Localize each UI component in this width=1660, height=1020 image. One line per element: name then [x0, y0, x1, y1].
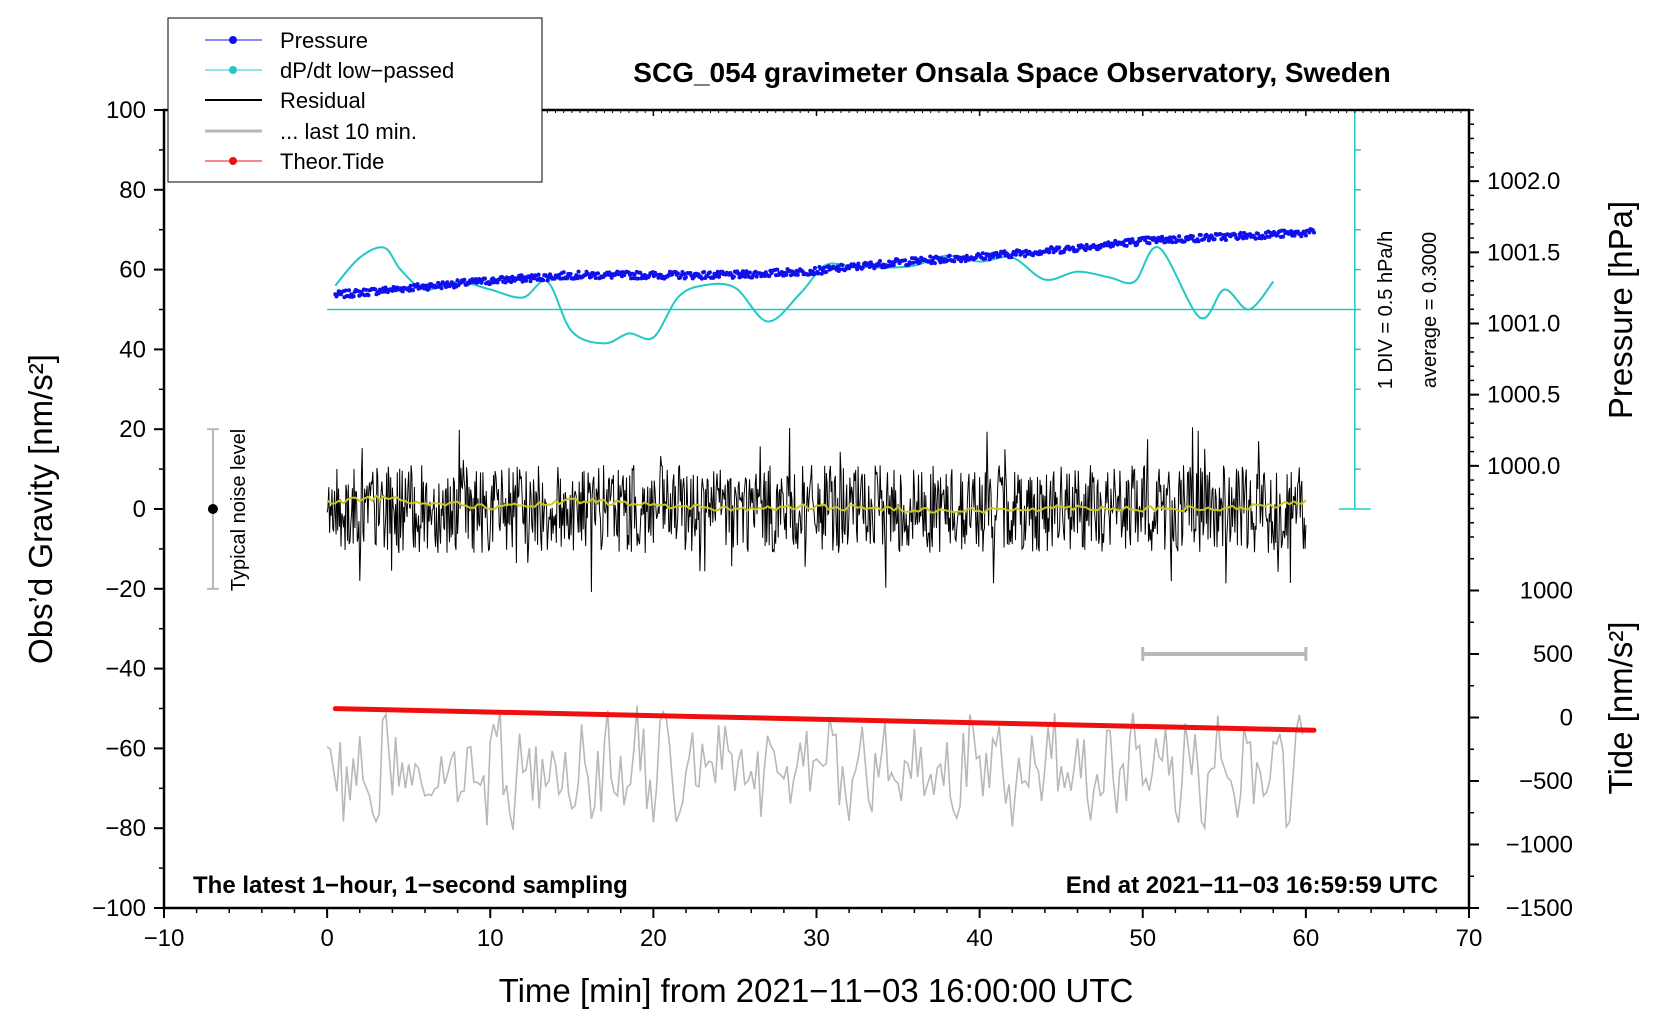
chart-title: SCG_054 gravimeter Onsala Space Observat…	[633, 57, 1390, 88]
y-axis-label-left: Obs’d Gravity [nm/s²]	[22, 354, 59, 664]
pressure-tick-label: 1000.5	[1487, 382, 1560, 409]
legend-label-tide: Theor.Tide	[280, 149, 384, 174]
annotation-layer	[206, 109, 1371, 661]
pressure-tick-label: 1001.0	[1487, 311, 1560, 338]
pressure-tick-label: 1001.5	[1487, 239, 1560, 266]
x-axis-label: Time [min] from 2021−11−03 16:00:00 UTC	[499, 972, 1134, 1009]
noise-level-label: Typical noise level	[228, 429, 250, 591]
y-tick-label: 40	[119, 336, 146, 363]
legend: Pressure dP/dt low−passed Residual ... l…	[167, 17, 543, 183]
bottom-right-note: End at 2021−11−03 16:59:59 UTC	[1066, 872, 1438, 899]
y-tick-label: −20	[105, 576, 146, 603]
legend-marker-pressure	[229, 36, 237, 44]
y-tick-label: 80	[119, 177, 146, 204]
average-label: average = 0.3000	[1419, 232, 1441, 388]
y-tick-label: 0	[133, 496, 146, 523]
last10-line	[326, 705, 1304, 832]
tide-line	[332, 706, 1317, 733]
pressure-tick-label: 1002.0	[1487, 168, 1560, 195]
y-tick-label: −80	[105, 815, 146, 842]
series-layer	[326, 227, 1355, 832]
div-label: 1 DIV = 0.5 hPa/h	[1375, 231, 1397, 389]
tide-tick-label: 1000	[1520, 578, 1573, 605]
y-tick-label: 20	[119, 416, 146, 443]
legend-label-residual: Residual	[280, 88, 366, 113]
tide-tick-label: −500	[1519, 768, 1573, 795]
legend-label-last10: ... last 10 min.	[280, 119, 417, 144]
legend-marker-dpdt	[229, 66, 237, 74]
legend-label-pressure: Pressure	[280, 28, 368, 53]
x-tick-label: 10	[477, 925, 504, 952]
x-tick-label: 70	[1456, 925, 1483, 952]
tide-tick-label: −1500	[1506, 895, 1573, 922]
y-tick-label: 60	[119, 257, 146, 284]
tide-axis-label: Tide [nm/s²]	[1602, 622, 1639, 795]
y-tick-label: −100	[92, 895, 146, 922]
pressure-line	[333, 227, 1316, 300]
x-tick-label: 50	[1129, 925, 1156, 952]
axes-layer: −10 0 10 20 30 40 50 60 70−100−80−60−40−20020406…	[92, 97, 1573, 952]
tide-tick-label: 0	[1560, 705, 1573, 732]
x-tick-label: 30	[803, 925, 830, 952]
pressure-axis-label: Pressure [hPa]	[1602, 201, 1639, 419]
y-tick-label: −60	[105, 735, 146, 762]
x-tick-label: 60	[1293, 925, 1320, 952]
tide-tick-label: −1000	[1506, 832, 1573, 859]
pressure-tick-label: 1000.0	[1487, 453, 1560, 480]
noise-center-dot	[207, 504, 218, 514]
residual-line	[326, 427, 1307, 593]
x-tick-label: 0	[320, 925, 333, 952]
residual-smoothed-line	[326, 494, 1307, 515]
dpdt-line	[334, 246, 1275, 345]
legend-marker-tide	[229, 157, 237, 165]
legend-label-dpdt: dP/dt low−passed	[280, 58, 454, 83]
bottom-left-note: The latest 1−hour, 1−second sampling	[193, 872, 628, 899]
x-tick-label: −10	[144, 925, 185, 952]
y-tick-label: −40	[105, 656, 146, 683]
x-tick-label: 20	[640, 925, 667, 952]
tide-tick-label: 500	[1533, 641, 1573, 668]
y-tick-label: 100	[106, 97, 146, 124]
x-tick-label: 40	[966, 925, 993, 952]
